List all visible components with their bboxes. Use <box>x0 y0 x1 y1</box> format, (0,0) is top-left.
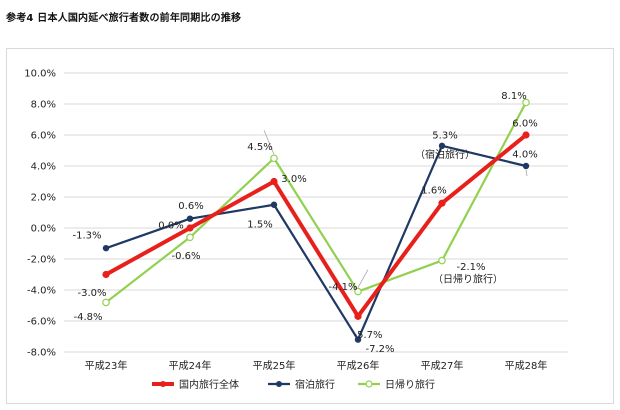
y-tick-label: -6.0% <box>27 317 56 328</box>
data-label: -2.1% <box>456 262 485 273</box>
data-label: 4.5% <box>247 142 272 153</box>
data-label: -1.3% <box>72 231 101 242</box>
data-point <box>102 270 110 279</box>
series-line <box>105 144 527 341</box>
y-tick-label: 0.0% <box>31 224 56 235</box>
leader-line <box>263 130 275 155</box>
data-point <box>186 224 194 232</box>
data-label: 1.5% <box>247 219 272 230</box>
y-tick-label: 4.0% <box>31 162 56 173</box>
data-point <box>354 287 362 296</box>
data-label: -5.7% <box>353 330 382 341</box>
annotation-label: （日帰り旅行） <box>433 273 503 286</box>
chart-title: 参考4 日本人国内延べ旅行者数の前年同期比の推移 <box>6 13 242 24</box>
data-point <box>438 256 446 265</box>
data-point <box>270 201 278 208</box>
data-point <box>186 215 194 222</box>
data-label: 6.0% <box>512 119 537 130</box>
series-line <box>105 101 527 304</box>
data-point <box>102 244 110 252</box>
data-label: 0.0% <box>158 221 183 232</box>
data-label: 0.6% <box>178 201 203 212</box>
data-label: 4.0% <box>512 150 537 161</box>
legend-label: 国内旅行全体 <box>179 378 239 391</box>
y-tick-label: 10.0% <box>24 69 56 80</box>
leader-line <box>525 169 528 177</box>
annotation-label: （宿泊旅行） <box>415 148 475 161</box>
data-label: -4.8% <box>73 312 102 323</box>
x-tick-label: 平成28年 <box>505 359 548 372</box>
y-tick-label: 2.0% <box>31 193 56 204</box>
y-tick-label: 8.0% <box>31 100 56 111</box>
x-tick-label: 平成26年 <box>337 359 380 372</box>
data-point <box>354 336 362 343</box>
y-tick-label: -2.0% <box>27 255 56 266</box>
data-point <box>522 162 530 170</box>
data-point <box>354 312 362 320</box>
x-tick-label: 平成27年 <box>421 359 464 372</box>
data-point <box>438 142 446 150</box>
data-label: -4.1% <box>328 282 357 293</box>
data-label: 8.1% <box>501 91 526 102</box>
data-label: 1.6% <box>421 186 446 197</box>
x-tick-label: 平成25年 <box>253 359 296 372</box>
data-label: 5.3% <box>432 130 457 141</box>
y-tick-label: 6.0% <box>31 131 56 142</box>
legend-marker <box>365 380 373 388</box>
x-tick-label: 平成23年 <box>85 359 128 372</box>
x-tick-label: 平成24年 <box>169 359 212 372</box>
data-point <box>522 131 530 139</box>
data-point <box>186 233 194 242</box>
data-point <box>270 154 278 163</box>
data-point <box>438 199 446 207</box>
data-label: -3.0% <box>77 288 106 299</box>
leader-line <box>357 269 369 288</box>
data-point <box>522 98 530 107</box>
series-line <box>105 133 528 319</box>
legend-label: 日帰り旅行 <box>385 378 435 391</box>
chart-frame <box>6 48 614 404</box>
data-label: -7.2% <box>365 344 394 355</box>
data-label: 3.0% <box>281 174 306 185</box>
legend-marker <box>160 381 166 387</box>
data-label: -0.6% <box>171 251 200 262</box>
data-point <box>102 298 110 307</box>
data-point <box>270 177 278 186</box>
y-tick-label: -4.0% <box>27 286 56 297</box>
legend-label: 宿泊旅行 <box>295 378 335 391</box>
y-tick-label: -8.0% <box>27 348 56 359</box>
legend-marker <box>276 381 282 387</box>
